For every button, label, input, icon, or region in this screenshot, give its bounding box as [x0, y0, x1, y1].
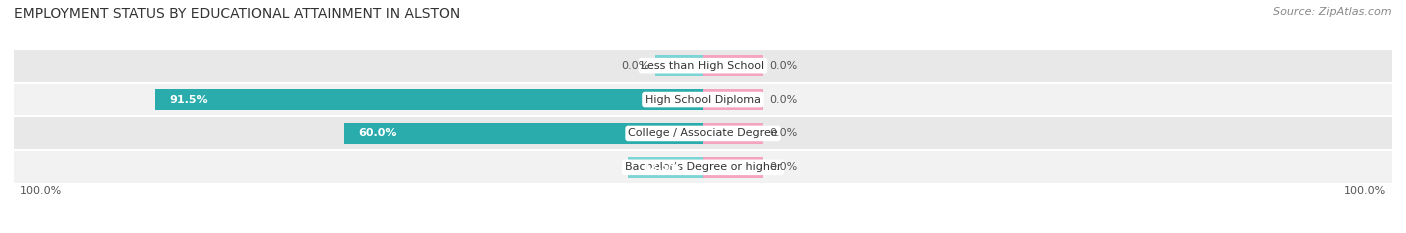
Text: Source: ZipAtlas.com: Source: ZipAtlas.com [1274, 7, 1392, 17]
Text: 0.0%: 0.0% [621, 61, 650, 71]
Text: Less than High School: Less than High School [641, 61, 765, 71]
Text: College / Associate Degree: College / Associate Degree [628, 128, 778, 138]
Bar [155, 89, 703, 110]
Text: 91.5%: 91.5% [170, 95, 208, 105]
Text: 100.0%: 100.0% [1344, 186, 1386, 196]
Bar [703, 123, 763, 144]
Bar [703, 89, 763, 110]
Text: 100.0%: 100.0% [20, 186, 62, 196]
Bar [14, 83, 1392, 116]
Bar [703, 157, 763, 178]
Text: 0.0%: 0.0% [769, 128, 797, 138]
Bar [703, 55, 763, 76]
Text: 0.0%: 0.0% [769, 61, 797, 71]
Text: EMPLOYMENT STATUS BY EDUCATIONAL ATTAINMENT IN ALSTON: EMPLOYMENT STATUS BY EDUCATIONAL ATTAINM… [14, 7, 460, 21]
Bar [628, 157, 703, 178]
Bar [14, 116, 1392, 150]
Text: 12.5%: 12.5% [643, 162, 682, 172]
Bar [343, 123, 703, 144]
Bar [14, 49, 1392, 83]
Bar [655, 55, 703, 76]
Text: 0.0%: 0.0% [769, 162, 797, 172]
Bar [14, 150, 1392, 184]
Text: Bachelor's Degree or higher: Bachelor's Degree or higher [624, 162, 782, 172]
Text: High School Diploma: High School Diploma [645, 95, 761, 105]
Text: 60.0%: 60.0% [359, 128, 396, 138]
Text: 0.0%: 0.0% [769, 95, 797, 105]
